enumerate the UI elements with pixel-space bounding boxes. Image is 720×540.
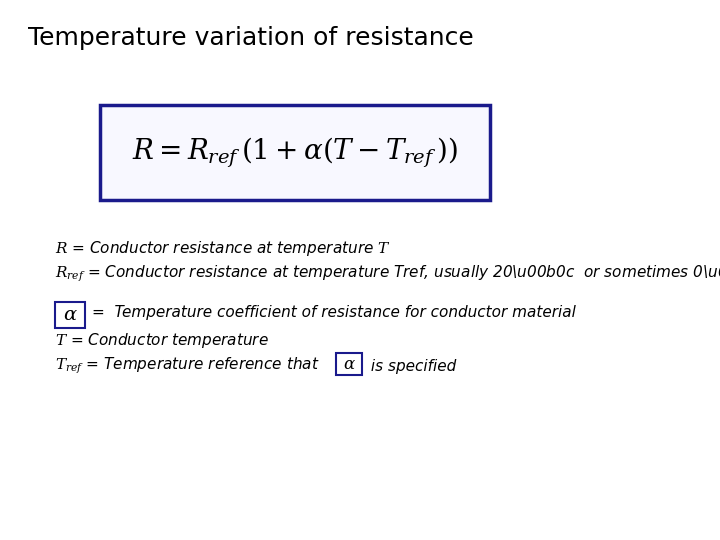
Bar	[100, 105, 490, 200]
Text: $\alpha$: $\alpha$	[63, 306, 77, 325]
Bar	[55, 302, 85, 328]
Text: $R = R_{ref}\,(1+\alpha(T - T_{ref}\,))$: $R = R_{ref}\,(1+\alpha(T - T_{ref}\,))$	[132, 136, 458, 170]
Text: $T_{ref}$ = Temperature reference that: $T_{ref}$ = Temperature reference that	[55, 356, 320, 376]
Text: Temperature variation of resistance: Temperature variation of resistance	[28, 26, 474, 50]
Text: =  Temperature coefficient of resistance for conductor material: = Temperature coefficient of resistance …	[92, 306, 576, 321]
Text: $R_{ref}$ = Conductor resistance at temperature Tref, usually 20\u00b0c  or some: $R_{ref}$ = Conductor resistance at temp…	[55, 264, 720, 284]
Bar	[336, 353, 362, 375]
Text: is specified: is specified	[366, 359, 456, 374]
Text: $R$ = Conductor resistance at temperature $T$: $R$ = Conductor resistance at temperatur…	[55, 239, 391, 258]
Text: $\alpha$: $\alpha$	[343, 355, 356, 373]
Text: $T$ = Conductor temperature: $T$ = Conductor temperature	[55, 330, 269, 349]
